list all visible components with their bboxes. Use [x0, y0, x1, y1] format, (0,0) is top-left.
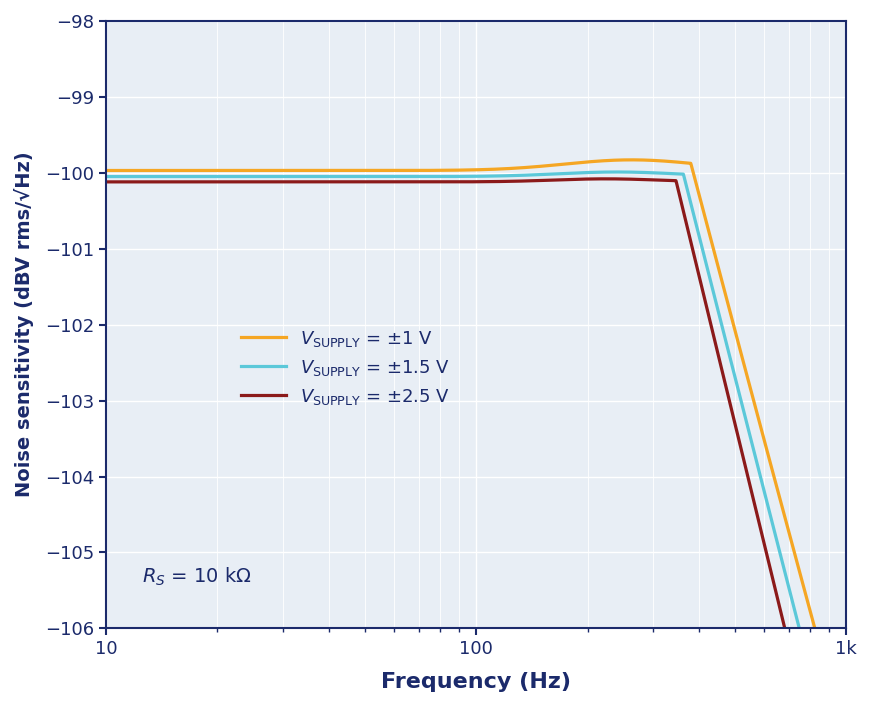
Text: $R_S$ = 10 k$\Omega$: $R_S$ = 10 k$\Omega$ — [142, 566, 252, 588]
Legend: $V_{\mathregular{SUPPLY}}$ = ±1 V, $V_{\mathregular{SUPPLY}}$ = ±1.5 V, $V_{\mat: $V_{\mathregular{SUPPLY}}$ = ±1 V, $V_{\… — [241, 329, 450, 407]
Y-axis label: Noise sensitivity (dBV rms/√Hz): Noise sensitivity (dBV rms/√Hz) — [14, 152, 34, 498]
X-axis label: Frequency (Hz): Frequency (Hz) — [381, 672, 571, 692]
